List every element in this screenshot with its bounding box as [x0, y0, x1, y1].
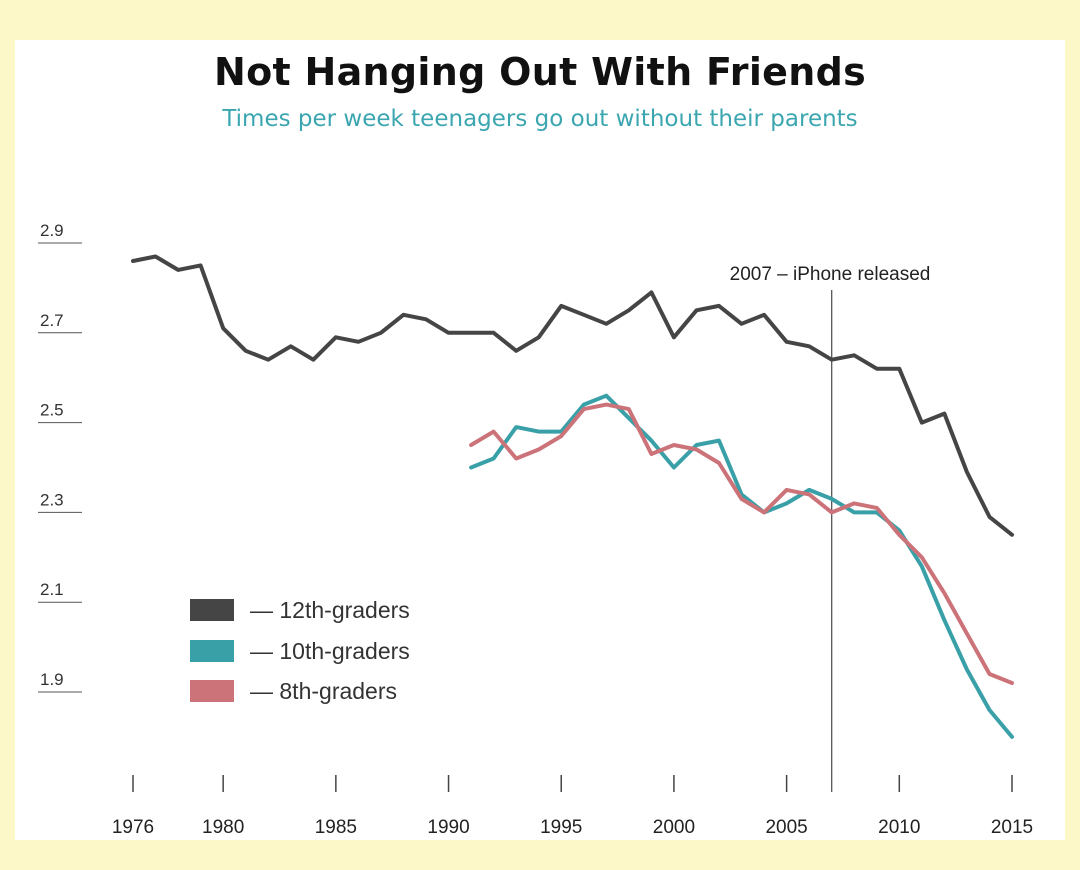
- legend-label: — 12th-graders: [250, 596, 410, 623]
- x-tick-label: 2000: [653, 817, 695, 838]
- legend-swatch: [190, 640, 234, 662]
- y-tick-label: 2.7: [40, 311, 64, 330]
- series-line-8th-graders: [469, 402, 1014, 685]
- chart-subtitle: Times per week teenagers go out without …: [222, 106, 858, 132]
- x-tick-label: 2005: [765, 817, 807, 838]
- iphone-release-label: 2007 – iPhone released: [730, 264, 931, 285]
- x-tick-label: 1976: [112, 817, 154, 838]
- legend-item: — 10th-graders: [190, 635, 410, 667]
- x-tick-label: 1995: [540, 817, 582, 838]
- chart-title: Not Hanging Out With Friends: [214, 50, 866, 94]
- y-tick-label: 2.1: [40, 580, 64, 599]
- legend-label: — 8th-graders: [250, 677, 398, 704]
- legend-swatch: [190, 680, 234, 702]
- x-tick-label: 1980: [202, 817, 244, 838]
- chart-card: [15, 40, 1065, 840]
- legend-swatch: [190, 599, 234, 621]
- x-tick-label: 2015: [991, 817, 1033, 838]
- x-tick-label: 2010: [878, 817, 920, 838]
- legend-label: — 10th-graders: [250, 637, 410, 664]
- y-tick-label: 1.9: [40, 670, 64, 689]
- y-tick-label: 2.5: [40, 401, 64, 420]
- series-line-12th-graders: [131, 254, 1014, 537]
- x-tick-label: 1990: [427, 817, 469, 838]
- series-line-10th-graders: [469, 393, 1014, 739]
- y-tick-label: 2.9: [40, 221, 64, 240]
- y-tick-label: 2.3: [40, 490, 64, 509]
- legend-item: — 12th-graders: [190, 594, 410, 626]
- x-tick-label: 1985: [315, 817, 357, 838]
- legend-item: — 8th-graders: [190, 675, 397, 707]
